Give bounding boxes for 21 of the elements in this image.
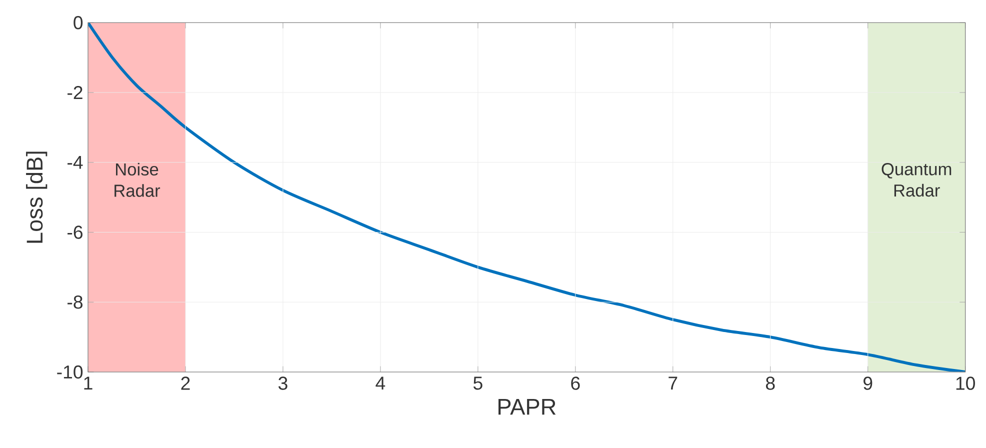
y-tick-label: -2 xyxy=(68,86,82,100)
x-axis-title: PAPR xyxy=(498,399,556,415)
y-tick-label: -10 xyxy=(57,365,83,379)
x-tick-label: 3 xyxy=(278,376,288,390)
x-tick-label: 10 xyxy=(956,376,975,390)
x-tick-label: 6 xyxy=(571,376,580,390)
y-tick-label: -4 xyxy=(68,156,83,169)
y-tick-label: 0 xyxy=(74,16,83,30)
y-tick-label: -6 xyxy=(68,226,82,239)
line-series xyxy=(88,22,966,372)
y-tick-label: -8 xyxy=(68,295,82,309)
x-tick-label: 8 xyxy=(766,376,775,390)
x-tick-label: 2 xyxy=(181,376,190,390)
x-tick-label: 5 xyxy=(473,376,482,390)
y-axis-title: Loss [dB] xyxy=(26,152,48,243)
x-tick-label: 9 xyxy=(864,376,872,390)
band-label: Quantum Radar xyxy=(882,163,952,197)
band-label: Noise Radar xyxy=(114,162,160,197)
x-tick-label: 7 xyxy=(668,376,678,390)
x-tick-label: 4 xyxy=(376,376,386,390)
x-tick-label: 1 xyxy=(84,376,92,390)
